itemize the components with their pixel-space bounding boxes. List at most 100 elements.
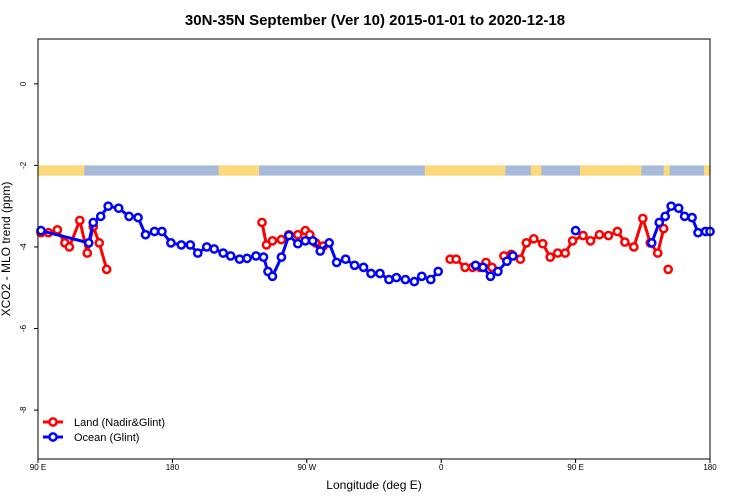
strip-land-segment [218, 165, 260, 176]
series-ocean-point [679, 211, 690, 222]
series-land-point [578, 230, 588, 241]
series-ocean-point [493, 266, 503, 277]
series-ocean-point [433, 266, 444, 277]
series-ocean-point [176, 240, 187, 250]
series-ocean-point [267, 271, 278, 282]
series-land-point [515, 254, 526, 265]
series-ocean-point [646, 238, 657, 248]
series-ocean-point [133, 212, 143, 223]
series-land-point [545, 252, 556, 263]
series-ocean-point [149, 226, 160, 237]
legend-ocean-label: Ocean (Glint) [74, 432, 139, 444]
series-ocean-point [660, 211, 671, 222]
series-ocean-point [384, 274, 394, 285]
series-ocean-point [366, 268, 376, 279]
series-ocean-point [166, 238, 176, 248]
legend-land-label: Land (Nadir&Glint) [74, 417, 165, 429]
series-ocean-point [201, 242, 212, 252]
series-ocean-point [666, 201, 677, 212]
series-ocean-point [276, 252, 287, 263]
legend: Land (Nadir&Glint) Ocean (Glint) [43, 417, 165, 444]
series-ocean-point [83, 238, 94, 248]
series-ocean-point [478, 262, 488, 273]
series-ocean-point [185, 240, 196, 250]
series-ocean-point [324, 238, 335, 248]
series-land-point [594, 229, 605, 240]
series-ocean-point [124, 211, 134, 222]
series-land-point [257, 217, 267, 228]
strip-land-segment [530, 165, 542, 176]
series-land-point [612, 226, 623, 237]
series-ocean-point [673, 203, 684, 214]
series-land-point [74, 215, 85, 226]
series-ocean-point [103, 201, 114, 212]
series-land-point [276, 234, 287, 245]
series-ocean-point [687, 212, 697, 223]
surface-type-strip [38, 165, 710, 176]
y-tick-label: -8 [19, 406, 28, 414]
series-ocean-point [349, 260, 360, 271]
strip-land-segment [704, 165, 710, 176]
series-ocean-point [113, 203, 124, 214]
series-ocean-point [485, 271, 496, 282]
series-ocean-point [258, 252, 269, 263]
series-layer [36, 201, 715, 287]
x-tick-label: 180 [703, 463, 717, 472]
x-axis-label: Longitude (deg E) [326, 478, 421, 492]
series-land-point [620, 237, 630, 247]
x-tick-label: 90 W [297, 463, 316, 472]
series-ocean-point [307, 235, 318, 246]
series-ocean-point [300, 235, 311, 246]
plot-frame [37, 38, 711, 460]
x-axis: 90 E 180 90 W 0 90 E 180 [30, 459, 717, 472]
legend-ocean-marker [48, 432, 58, 442]
x-tick-label: 0 [439, 463, 444, 472]
series-ocean-point [416, 271, 427, 282]
series-land-point [628, 242, 639, 252]
series-land-point [658, 223, 669, 234]
series-land-point [663, 264, 674, 275]
series-land-point [101, 264, 112, 275]
series-land-point [567, 235, 578, 246]
series-ocean-point [157, 226, 167, 237]
x-tick-label: 90 E [30, 463, 46, 472]
series-ocean-point [693, 227, 703, 238]
series-land-point [82, 248, 93, 258]
y-axis-label: XCO2 - MLO trend (ppm) [0, 182, 13, 317]
y-tick-label: -4 [19, 243, 28, 251]
y-axis: 0 -2 -4 -6 -8 [19, 81, 38, 414]
series-land-point [267, 235, 278, 246]
series-land-point [521, 238, 532, 248]
series-land-point [637, 213, 648, 224]
series-ocean-point [570, 225, 581, 236]
series-ocean-point [192, 248, 203, 258]
series-ocean-point [470, 260, 481, 271]
series-land-point [292, 229, 303, 240]
series-ocean-point [409, 276, 420, 287]
series-land-point [585, 235, 596, 246]
series-land-point [52, 224, 63, 235]
x-tick-label: 90 E [567, 463, 583, 472]
series-land-point [603, 230, 614, 241]
legend-land-marker [48, 417, 58, 427]
series-land-point [460, 262, 470, 273]
chart-title: 30N-35N September (Ver 10) 2015-01-01 to… [185, 12, 565, 29]
series-ocean-point [358, 262, 369, 273]
series-ocean-point [284, 230, 294, 241]
series-ocean-point [331, 257, 342, 268]
series-ocean-point [502, 256, 512, 267]
series-ocean-point [95, 211, 106, 222]
series-ocean-point [375, 268, 385, 279]
series-ocean-point [234, 254, 245, 265]
series-ocean-point [218, 248, 229, 258]
series-ocean-point [242, 253, 252, 264]
series-land-point [652, 248, 663, 258]
series-ocean-point [391, 272, 402, 283]
series-ocean-point [292, 238, 303, 249]
strip-land-segment [663, 165, 670, 176]
series-land-point [560, 248, 570, 258]
strip-land-segment [424, 165, 506, 176]
series-ocean-point [140, 229, 151, 240]
x-tick-label: 180 [166, 463, 180, 472]
